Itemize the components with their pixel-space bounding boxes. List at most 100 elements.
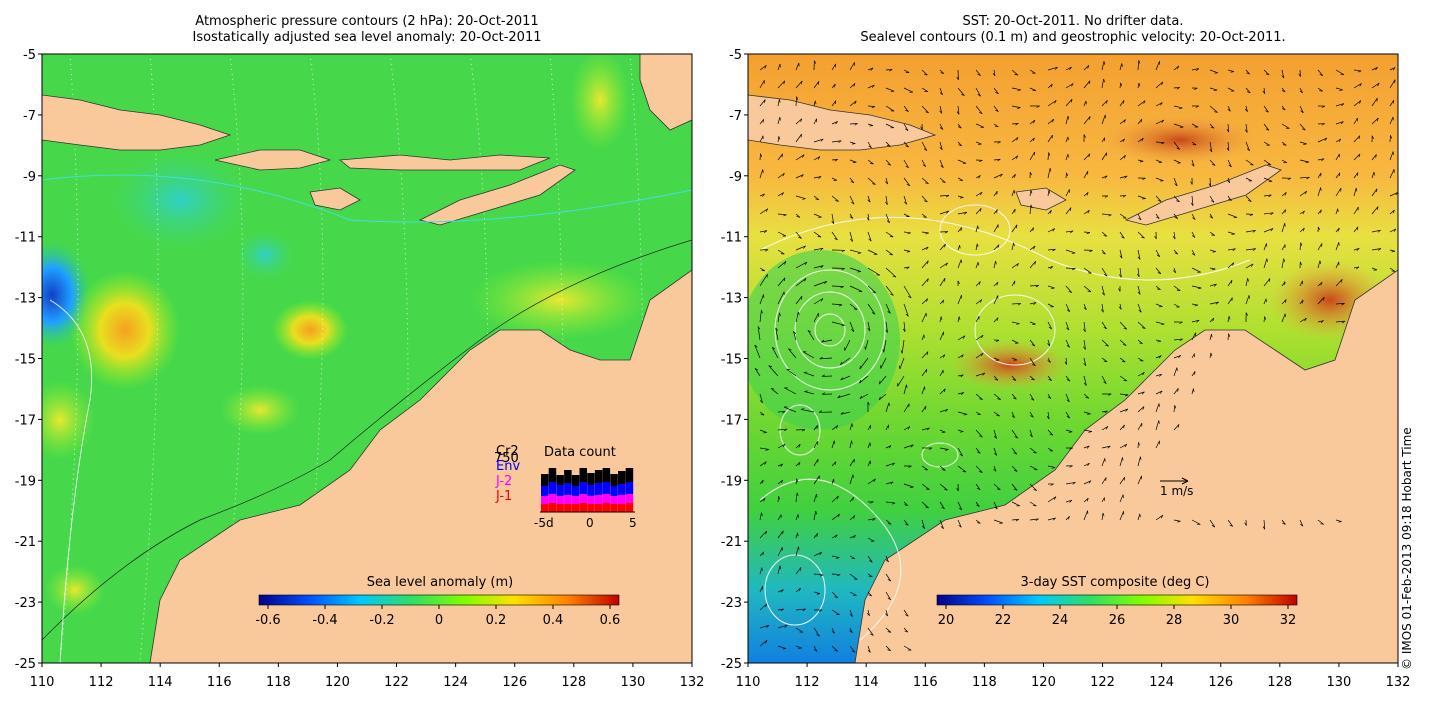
velocity-arrowhead (1138, 217, 1142, 221)
data-count-bar-segment (541, 486, 549, 496)
velocity-arrow (849, 213, 854, 219)
velocity-arrowhead (833, 478, 835, 483)
velocity-arrowhead (870, 501, 874, 504)
velocity-arrow (777, 428, 788, 431)
velocity-arrow (1029, 87, 1036, 91)
velocity-arrowhead (1190, 181, 1193, 185)
velocity-arrow (849, 321, 855, 332)
velocity-arrowhead (1341, 302, 1345, 306)
velocity-arrow (1065, 411, 1070, 419)
velocity-arrow (921, 105, 929, 114)
velocity-arrow (1317, 158, 1325, 161)
velocity-arrow (1335, 320, 1345, 323)
velocity-arrowhead (1085, 396, 1089, 399)
velocity-arrowhead (1284, 192, 1287, 196)
velocity-arrow (921, 177, 929, 184)
velocity-arrowhead (979, 398, 983, 400)
velocity-arrow (831, 461, 837, 467)
velocity-arrow (831, 285, 844, 287)
velocity-arrowhead (815, 510, 817, 515)
velocity-arrow (939, 316, 942, 323)
velocity-arrowhead (1229, 524, 1233, 527)
velocity-arrow (1083, 303, 1087, 310)
velocity-arrowhead (1378, 248, 1382, 251)
velocity-arrow (865, 339, 869, 350)
velocity-arrowhead (1103, 235, 1107, 237)
velocity-arrowhead (1177, 520, 1181, 523)
australia-landmass-left (149, 269, 692, 663)
velocity-arrow (804, 391, 815, 395)
velocity-arrowhead (960, 197, 964, 199)
series-label-j2: J-2 (495, 474, 512, 489)
velocity-arrow (1173, 388, 1179, 395)
velocity-arrowhead (1213, 283, 1217, 287)
velocity-arrowhead (1139, 342, 1143, 345)
velocity-arrow (1119, 155, 1126, 161)
velocity-arrow (975, 519, 981, 524)
velocity-arrow (1119, 249, 1123, 259)
velocity-arrowhead (1281, 90, 1286, 93)
velocity-arrowhead (1033, 120, 1036, 124)
velocity-arrow (1353, 187, 1357, 197)
velocity-arrow (1173, 355, 1181, 359)
velocity-arrowhead (879, 380, 881, 385)
velocity-arrow (1119, 303, 1122, 310)
velocity-arrowhead (1299, 90, 1303, 94)
velocity-arrow (1389, 116, 1394, 125)
velocity-arrowhead (761, 567, 763, 572)
data-count-tick-neg5: -5d (534, 516, 554, 530)
velocity-arrow (849, 474, 854, 485)
velocity-arrow (831, 231, 838, 241)
velocity-arrowhead (944, 489, 948, 491)
velocity-arrow (759, 551, 764, 557)
velocity-arrowhead (762, 551, 764, 556)
velocity-arrowhead (868, 238, 872, 242)
velocity-arrow (813, 493, 817, 503)
velocity-arrowhead (834, 461, 837, 465)
velocity-arrow (885, 177, 889, 185)
velocity-arrow (831, 478, 834, 485)
velocity-arrowhead (872, 518, 876, 521)
velocity-arrow (1227, 333, 1229, 341)
velocity-arrowhead (1016, 137, 1019, 141)
velocity-arrow (975, 141, 982, 145)
velocity-arrow (921, 195, 928, 203)
velocity-arrow (921, 334, 925, 341)
velocity-arrow (1119, 375, 1128, 382)
right-title-line2: Sealevel contours (0.1 m) and geostrophi… (860, 30, 1286, 45)
velocity-arrow (813, 118, 817, 125)
velocity-arrow (1047, 152, 1049, 161)
velocity-arrowhead (849, 630, 853, 633)
velocity-arrowhead (996, 488, 1001, 491)
velocity-arrow (813, 591, 821, 594)
velocity-arrow (1047, 266, 1053, 269)
velocity-arrowhead (996, 209, 998, 213)
velocity-arrow (1209, 213, 1214, 219)
velocity-arrow (1281, 244, 1286, 251)
velocity-arrow (1029, 227, 1034, 233)
velocity-arrow (1101, 410, 1108, 413)
velocity-arrowhead (764, 65, 767, 69)
velocity-arrow (1389, 209, 1395, 215)
data-count-bar-segment (587, 485, 595, 496)
velocity-arrowhead (804, 278, 807, 282)
velocity-arrow (975, 393, 983, 400)
velocity-arrow (849, 609, 853, 617)
right-ytick-label: -23 (721, 596, 742, 611)
velocity-arrow (1065, 499, 1073, 503)
velocity-arrowhead (1053, 496, 1057, 500)
velocity-arrow (993, 429, 997, 439)
velocity-arrow (849, 555, 856, 559)
velocity-arrow (813, 176, 822, 179)
velocity-arrow (1137, 60, 1140, 71)
velocity-arrow (1101, 357, 1108, 362)
velocity-arrowhead (1246, 72, 1250, 75)
velocity-arrow (807, 330, 815, 341)
velocity-arrow (939, 331, 944, 341)
velocity-arrowhead (818, 609, 823, 612)
velocity-arrow (993, 411, 1000, 417)
velocity-arrow (903, 213, 910, 217)
velocity-arrowhead (892, 462, 895, 466)
velocity-arrowhead (1108, 393, 1112, 396)
velocity-arrow (975, 465, 983, 473)
